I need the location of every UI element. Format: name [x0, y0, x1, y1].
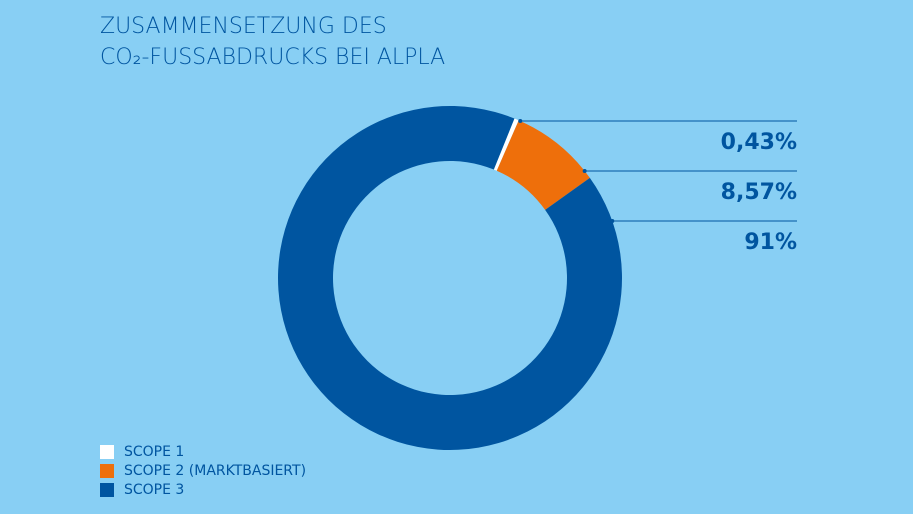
value-label: 91%: [744, 230, 797, 255]
value-label: 8,57%: [721, 180, 797, 205]
donut-segment: [277, 106, 622, 451]
value-label: 0,43%: [721, 130, 797, 155]
legend-swatch: [100, 445, 114, 459]
leader-dot: [582, 169, 587, 173]
donut-segment: [493, 118, 519, 171]
donut-segment: [496, 120, 590, 210]
legend-swatch: [100, 483, 114, 497]
legend-swatch: [100, 464, 114, 478]
chart-title: CO₂-FUSSABDRUCKS BEI ALPLA: [100, 45, 445, 70]
leader-dot: [610, 219, 615, 223]
legend-label: SCOPE 1: [124, 444, 184, 460]
leader-dot: [518, 119, 523, 123]
chart-title: ZUSAMMENSETZUNG DES: [100, 14, 387, 39]
legend-label: SCOPE 3: [124, 482, 184, 498]
legend-label: SCOPE 2 (MARKTBASIERT): [124, 463, 306, 479]
